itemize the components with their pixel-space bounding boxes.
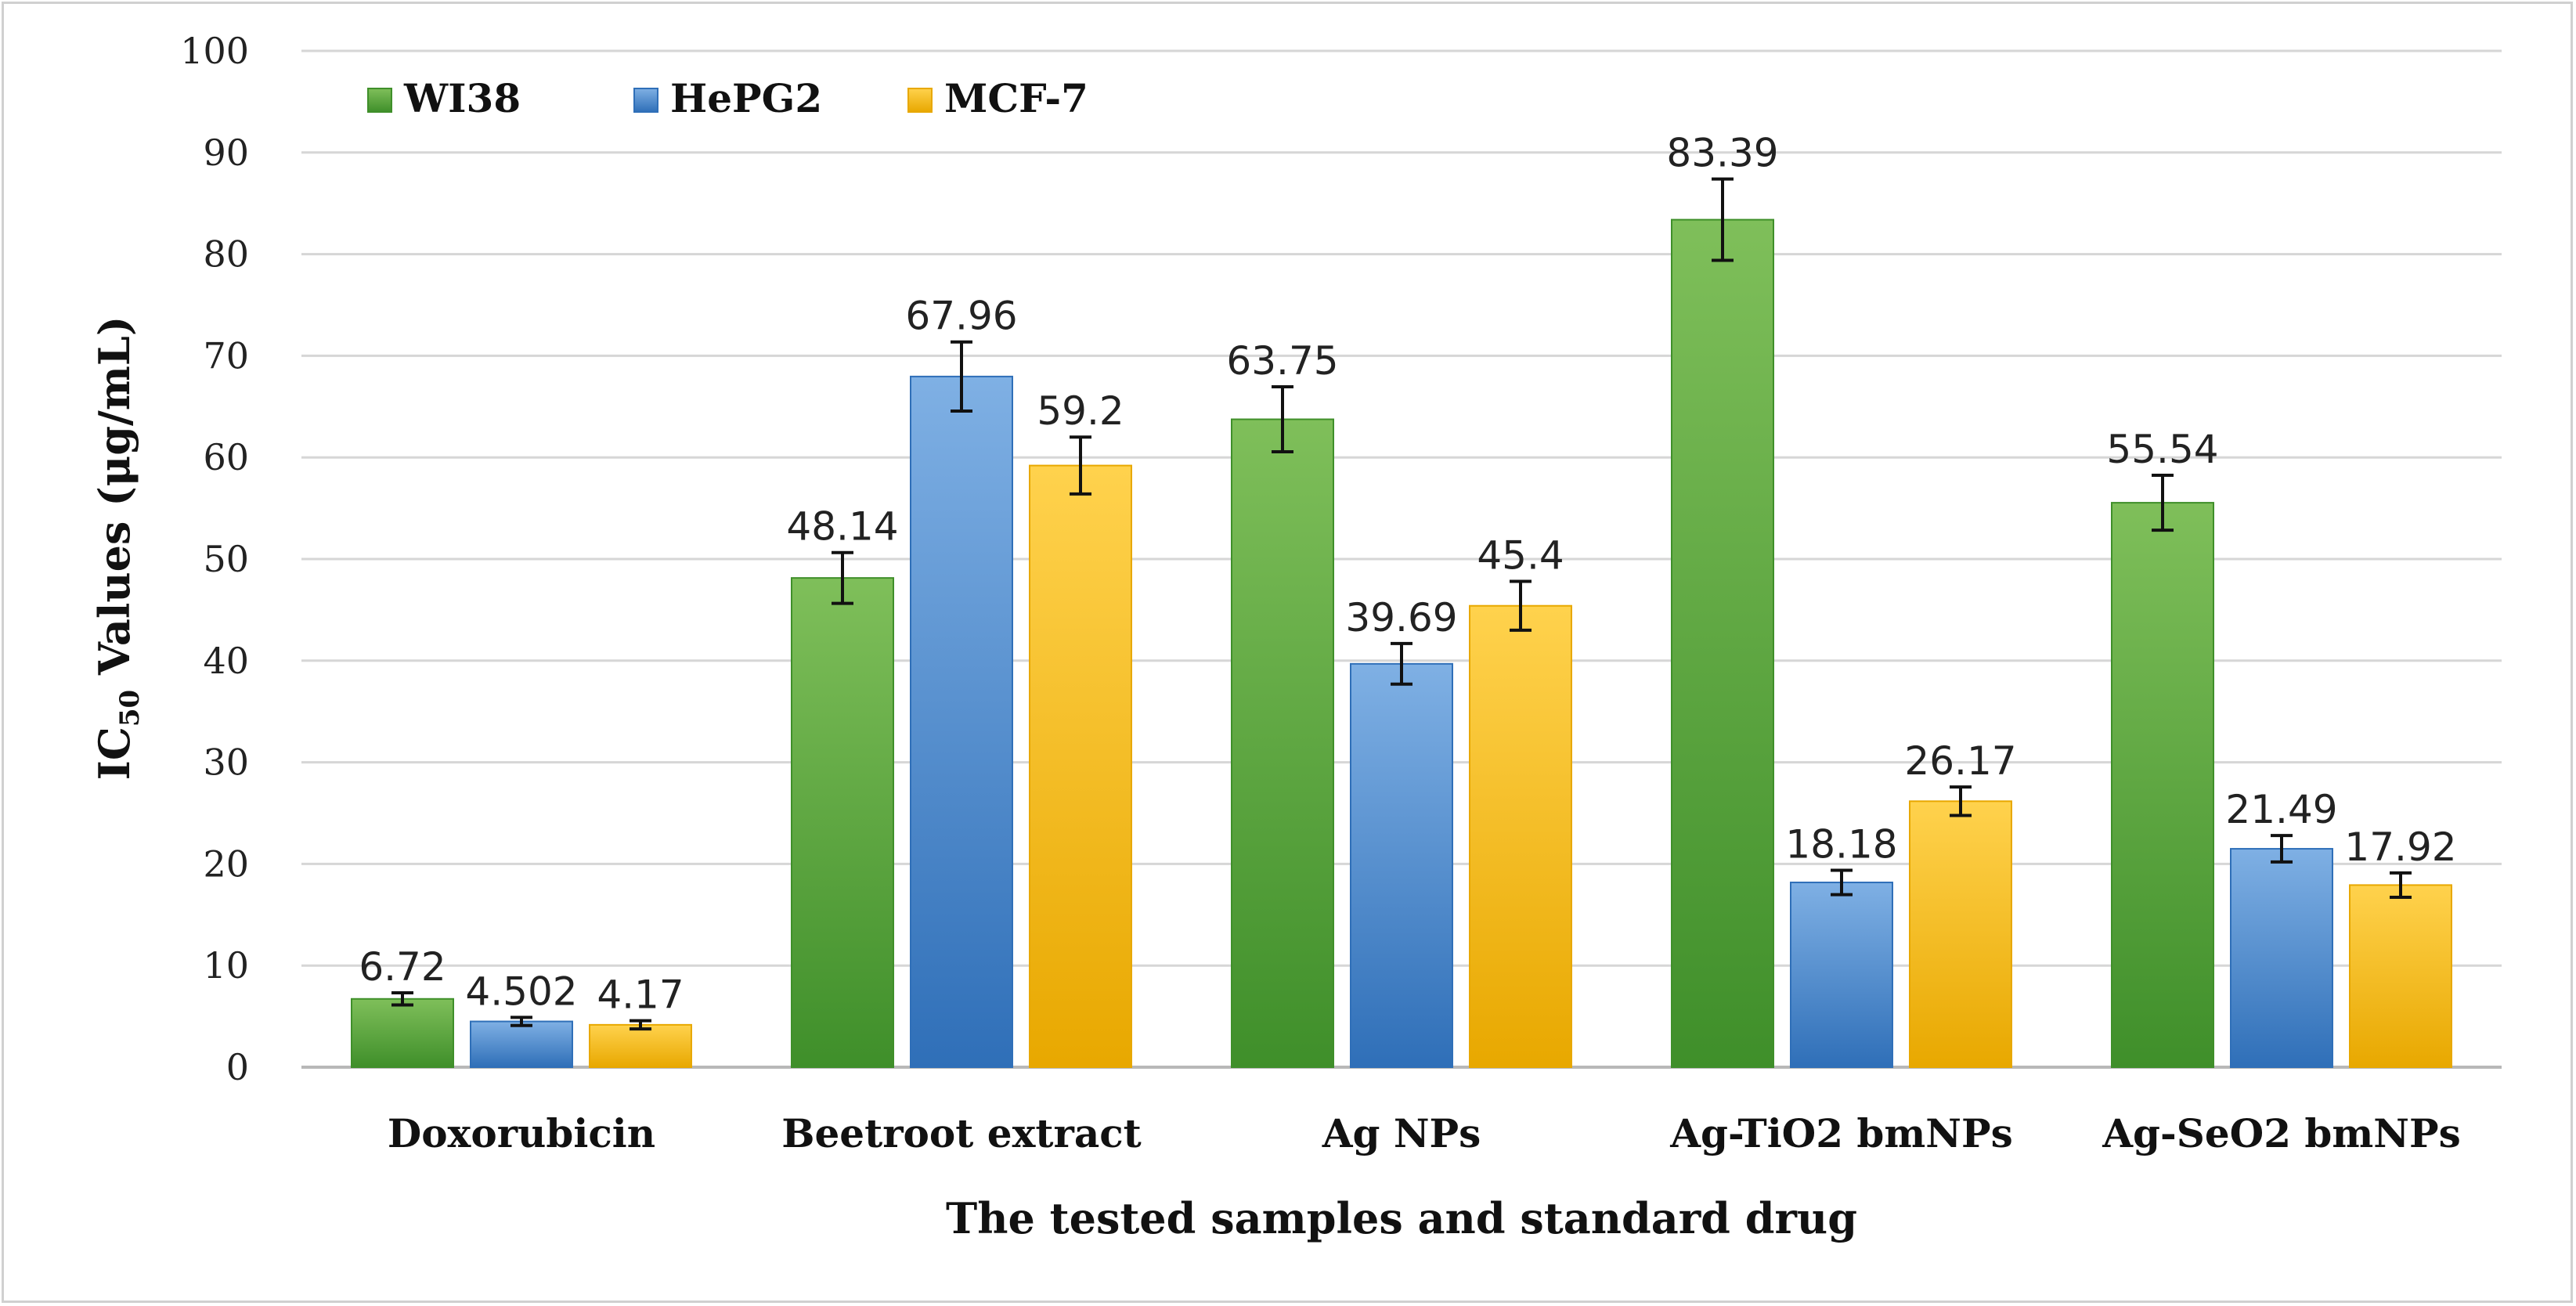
data-label: 4.17 bbox=[597, 972, 684, 1018]
bars bbox=[351, 218, 2452, 1069]
error-bar bbox=[391, 990, 413, 1007]
error-bar bbox=[630, 1019, 651, 1031]
y-tick-label: 70 bbox=[203, 334, 249, 377]
bar-mcf-7-1 bbox=[1029, 464, 1132, 1068]
bar-hepg2-4 bbox=[2230, 848, 2333, 1068]
x-axis-title: The tested samples and standard drug bbox=[946, 1193, 1857, 1243]
data-label: 6.72 bbox=[359, 944, 446, 990]
data-label: 63.75 bbox=[1226, 338, 1338, 384]
y-tick-label: 10 bbox=[203, 944, 249, 987]
error-bar bbox=[1272, 384, 1293, 454]
error-bar bbox=[1070, 435, 1091, 496]
error-bar bbox=[1510, 579, 1532, 632]
error-bar bbox=[832, 550, 853, 605]
bar-wi38-2 bbox=[1231, 418, 1334, 1068]
bar-hepg2-2 bbox=[1350, 662, 1453, 1068]
legend-swatch bbox=[633, 88, 658, 113]
legend-item-wi38: WI38 bbox=[367, 75, 521, 121]
y-axis-title: IC50 Values (μg/mL) bbox=[89, 316, 146, 781]
y-tick-label: 40 bbox=[203, 640, 249, 682]
bar-hepg2-0 bbox=[470, 1020, 573, 1069]
data-label: 45.4 bbox=[1477, 533, 1564, 579]
data-label: 59.2 bbox=[1037, 388, 1124, 434]
y-axis-title-rest: Values (μg/mL) bbox=[89, 316, 139, 690]
y-axis-ticks: 0 10 20 30 40 50 60 70 80 90 100 bbox=[180, 30, 249, 1088]
error-bar bbox=[951, 340, 972, 413]
error-bar bbox=[2271, 834, 2293, 864]
bar-mcf-7-4 bbox=[2349, 884, 2452, 1069]
y-tick-label: 20 bbox=[203, 842, 249, 885]
error-bars bbox=[391, 177, 2412, 1031]
bar-hepg2-1 bbox=[910, 375, 1013, 1068]
legend-swatch bbox=[367, 88, 392, 113]
y-tick-label: 80 bbox=[203, 233, 249, 276]
bar-wi38-0 bbox=[351, 998, 454, 1069]
legend: WI38 HePG2 MCF-7 bbox=[367, 75, 1088, 121]
y-tick-label: 0 bbox=[226, 1046, 249, 1088]
legend-item-hepg2: HePG2 bbox=[633, 75, 822, 121]
x-tick-label: Ag NPs bbox=[1322, 1110, 1481, 1156]
y-axis-title-subscript: 50 bbox=[114, 690, 146, 727]
data-label: 26.17 bbox=[1904, 738, 2016, 784]
data-label: 4.502 bbox=[465, 969, 577, 1014]
data-labels: 6.72 4.502 4.17 48.14 67.96 59.2 63.75 39.69 45.… bbox=[359, 131, 2456, 1018]
legend-label: MCF-7 bbox=[944, 75, 1088, 121]
bar-wi38-4 bbox=[2111, 502, 2214, 1068]
data-label: 21.49 bbox=[2225, 787, 2337, 832]
error-bar bbox=[1831, 868, 1853, 897]
error-bar bbox=[1391, 641, 1412, 686]
bar-mcf-7-0 bbox=[589, 1023, 692, 1069]
legend-label: HePG2 bbox=[670, 75, 822, 121]
bar-wi38-3 bbox=[1671, 218, 1774, 1069]
y-axis-title-main: IC bbox=[89, 727, 139, 780]
data-label: 55.54 bbox=[2106, 427, 2218, 472]
bar-mcf-7-3 bbox=[1909, 800, 2012, 1069]
bar-mcf-7-2 bbox=[1469, 604, 1572, 1068]
y-tick-label: 100 bbox=[180, 30, 249, 72]
legend-item-mcf-7: MCF-7 bbox=[907, 75, 1088, 121]
error-bar bbox=[511, 1016, 532, 1027]
error-bar bbox=[1712, 177, 1734, 262]
data-label: 83.39 bbox=[1666, 131, 1778, 176]
data-label: 67.96 bbox=[905, 294, 1017, 339]
data-label: 17.92 bbox=[2344, 824, 2456, 870]
legend-swatch bbox=[907, 88, 933, 113]
error-bar bbox=[2390, 871, 2412, 899]
x-tick-label: Ag-SeO2 bmNPs bbox=[2102, 1110, 2461, 1156]
error-bar bbox=[2152, 474, 2174, 532]
x-tick-label: Beetroot extract bbox=[781, 1110, 1142, 1156]
error-bar bbox=[1950, 785, 1972, 817]
y-tick-label: 60 bbox=[203, 436, 249, 478]
y-tick-label: 50 bbox=[203, 538, 249, 580]
y-tick-label: 30 bbox=[203, 741, 249, 784]
x-axis-categories: Doxorubicin Beetroot extract Ag NPs Ag-TiO2… bbox=[388, 1110, 2461, 1156]
data-label: 48.14 bbox=[786, 504, 898, 550]
y-tick-label: 90 bbox=[203, 132, 249, 174]
data-label: 39.69 bbox=[1345, 595, 1457, 640]
bar-hepg2-3 bbox=[1790, 882, 1893, 1068]
bar-wi38-1 bbox=[791, 577, 894, 1068]
x-tick-label: Ag-TiO2 bmNPs bbox=[1669, 1110, 2013, 1156]
x-tick-label: Doxorubicin bbox=[388, 1110, 655, 1156]
data-label: 18.18 bbox=[1785, 821, 1897, 867]
legend-label: WI38 bbox=[403, 75, 521, 121]
